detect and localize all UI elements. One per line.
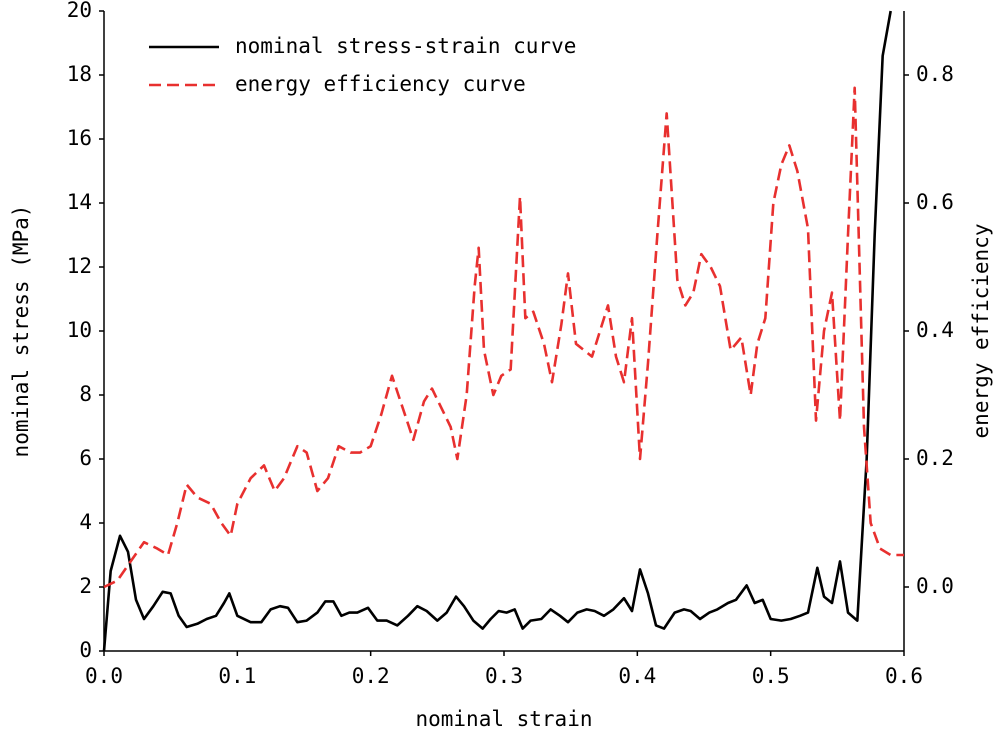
- y-tick-label: 6: [79, 446, 92, 470]
- series-line: [103, 86, 904, 589]
- x-tick-label: 0.3: [485, 664, 523, 688]
- x-tick-label: 0.6: [885, 664, 923, 688]
- y-tick-label: 14: [67, 190, 92, 214]
- y2-axis-label: energy efficiency: [969, 224, 993, 439]
- x-tick-label: 0.2: [352, 664, 390, 688]
- legend-label: energy efficiency curve: [235, 72, 526, 96]
- y-tick-label: 16: [67, 126, 92, 150]
- y2-tick-label: 0.6: [916, 190, 954, 214]
- x-axis-label: nominal strain: [415, 707, 592, 731]
- legend-label: nominal stress-strain curve: [235, 34, 576, 58]
- y-tick-label: 4: [79, 510, 92, 534]
- y2-tick-label: 0.4: [916, 318, 954, 342]
- y-axis-label: nominal stress (MPa): [9, 205, 33, 458]
- y2-tick-label: 0.8: [916, 62, 954, 86]
- y-tick-label: 2: [79, 574, 92, 598]
- y-tick-label: 0: [79, 638, 92, 662]
- x-tick-label: 0.1: [218, 664, 256, 688]
- series-line: [102, 10, 892, 652]
- y2-tick-label: 0.2: [916, 446, 954, 470]
- x-tick-label: 0.5: [752, 664, 790, 688]
- y2-tick-label: 0.0: [916, 574, 954, 598]
- y-tick-label: 8: [79, 382, 92, 406]
- x-tick-label: 0.0: [85, 664, 123, 688]
- y-tick-label: 12: [67, 254, 92, 278]
- y-tick-label: 20: [67, 0, 92, 22]
- x-tick-label: 0.4: [618, 664, 656, 688]
- y-tick-label: 18: [67, 62, 92, 86]
- y-tick-label: 10: [67, 318, 92, 342]
